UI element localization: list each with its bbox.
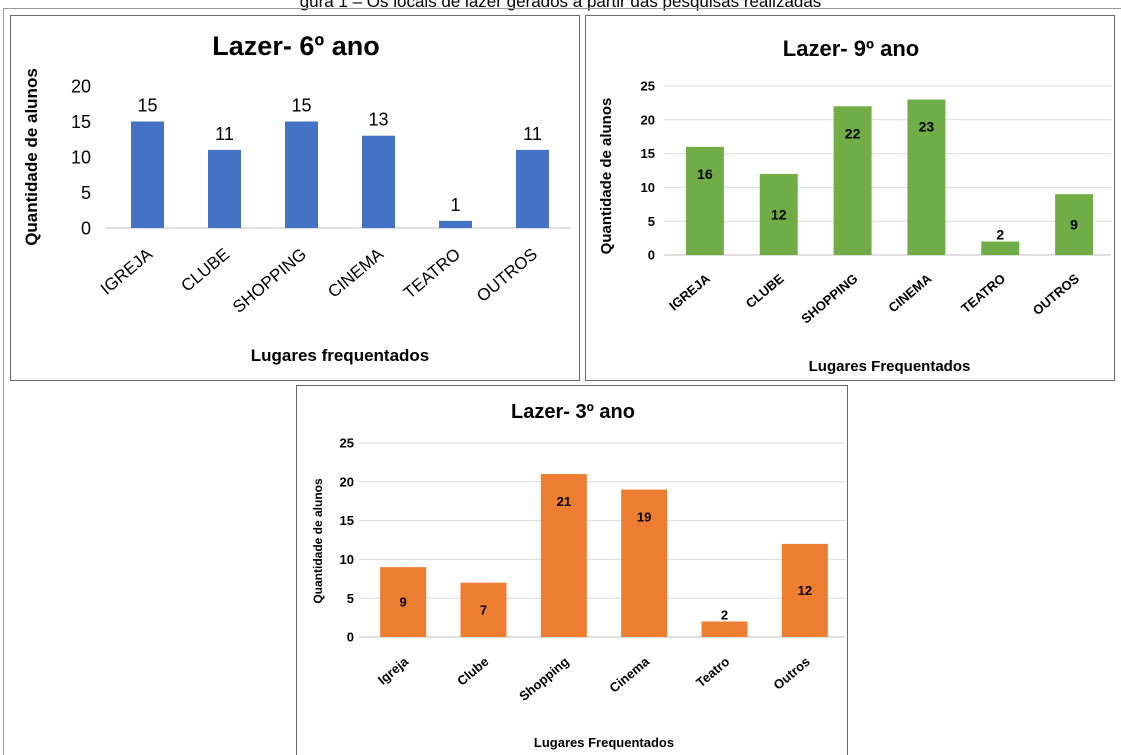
bar-value-label: 11: [215, 124, 234, 144]
y-tick-label: 5: [648, 214, 655, 229]
bar-value-label: 22: [845, 125, 861, 141]
y-tick-label: 5: [81, 183, 91, 203]
y-tick-label: 25: [641, 79, 655, 94]
y-tick-label: 15: [71, 112, 91, 132]
chart-9-ano: Lazer- 9º ano Quantidade de alunos 0 5 10 15 2…: [598, 36, 1111, 375]
x-tick-label: Cinema: [606, 653, 652, 695]
x-axis-label: Lugares Frequentados: [809, 358, 971, 375]
chart-panel-9-ano: Lazer- 9º ano Quantidade de alunos 0 5 10 15 2…: [585, 15, 1115, 381]
y-tick-label: 20: [641, 112, 655, 127]
x-tick-label: OUTROS: [1030, 271, 1082, 318]
chart-panel-3-ano: Lazer- 3º ano Quantidade de alunos 0 5 10 15 2…: [296, 385, 848, 755]
bar-value-label: 11: [523, 124, 542, 144]
x-tick-label: CLUBE: [177, 245, 233, 296]
bar: [380, 567, 427, 637]
bar-value-label: 15: [291, 96, 311, 116]
x-tick-label: Clube: [454, 654, 491, 689]
bar-value-label: 2: [721, 607, 728, 622]
y-tick-label: 10: [641, 180, 655, 195]
bar-value-label: 23: [919, 119, 935, 135]
x-tick-label: SHOPPING: [229, 245, 310, 317]
bar-value-label: 21: [557, 494, 571, 509]
y-tick-label: 20: [340, 474, 354, 489]
bar-value-label: 15: [137, 96, 157, 116]
figure-caption: gura 1 – Os locais de lazer gerados a pa…: [299, 0, 822, 11]
x-tick-label: OUTROS: [473, 245, 541, 306]
chart-title: Lazer- 6º ano: [212, 31, 379, 61]
y-tick-label: 5: [347, 591, 354, 606]
x-tick-label: TEATRO: [400, 245, 464, 303]
y-axis-label: Quantidade de alunos: [311, 478, 325, 604]
bar-value-label: 16: [697, 166, 713, 182]
y-tick-label: 0: [648, 248, 655, 263]
bar-value-label: 2: [996, 226, 1004, 242]
y-axis-label: Quantidade de alunos: [598, 98, 615, 255]
bar: [701, 621, 748, 637]
bar-value-label: 12: [798, 583, 812, 598]
frame-line-left: [3, 8, 4, 755]
x-tick-label: IGREJA: [97, 244, 157, 298]
y-tick-label: 0: [347, 630, 354, 645]
x-tick-label: SHOPPING: [798, 271, 860, 327]
bar: [208, 149, 241, 228]
y-tick-label: 15: [340, 513, 354, 528]
x-tick-label: Teatro: [693, 654, 732, 690]
chart-3-ano: Lazer- 3º ano Quantidade de alunos 0 5 10 15 2…: [311, 401, 845, 750]
bar: [460, 582, 507, 637]
y-tick-label: 20: [71, 76, 91, 96]
y-tick-label: 0: [81, 218, 91, 238]
bar: [439, 220, 472, 228]
y-tick-label: 15: [641, 146, 655, 161]
bar: [1055, 194, 1094, 255]
bar: [833, 106, 872, 255]
chart-6-ano: Lazer- 6º ano Quantidade de alunos 0 5 10 15 2…: [22, 31, 571, 365]
bar-value-label: 19: [637, 510, 651, 525]
x-tick-label: CINEMA: [885, 270, 934, 315]
y-tick-label: 10: [71, 147, 91, 167]
frame-line-top: [3, 8, 1121, 9]
bar: [685, 146, 724, 255]
y-tick-label: 25: [340, 436, 354, 451]
chart-panel-6-ano: Lazer- 6º ano Quantidade de alunos 0 5 10 15 2…: [10, 15, 580, 381]
x-tick-label: TEATRO: [958, 271, 1008, 316]
x-tick-label: IGREJA: [666, 270, 713, 313]
x-axis-label: Lugares frequentados: [251, 346, 430, 365]
x-tick-label: CINEMA: [324, 244, 387, 301]
x-tick-label: Igreja: [375, 653, 412, 687]
bar-value-label: 1: [450, 195, 460, 215]
bar-value-label: 7: [480, 602, 487, 617]
chart-title: Lazer- 3º ano: [511, 401, 635, 423]
bar-value-label: 13: [368, 110, 388, 130]
bar: [131, 121, 164, 228]
x-tick-label: Shopping: [516, 654, 572, 704]
bar-value-label: 9: [400, 595, 407, 610]
bar: [781, 543, 828, 637]
bar: [621, 489, 668, 637]
bar: [540, 474, 587, 637]
chart-title: Lazer- 9º ano: [783, 36, 919, 61]
bar: [285, 121, 318, 228]
bar: [516, 149, 549, 228]
bar-value-label: 12: [771, 206, 787, 222]
x-axis-label: Lugares Frequentados: [534, 735, 674, 750]
y-tick-label: 10: [340, 552, 354, 567]
bar: [907, 99, 946, 256]
y-axis-label: Quantidade de alunos: [22, 68, 41, 246]
x-tick-label: CLUBE: [743, 271, 787, 311]
bar: [981, 241, 1020, 255]
bar-value-label: 9: [1070, 216, 1078, 232]
x-tick-label: Outros: [770, 654, 812, 693]
bar: [759, 173, 798, 255]
bar: [362, 135, 395, 228]
